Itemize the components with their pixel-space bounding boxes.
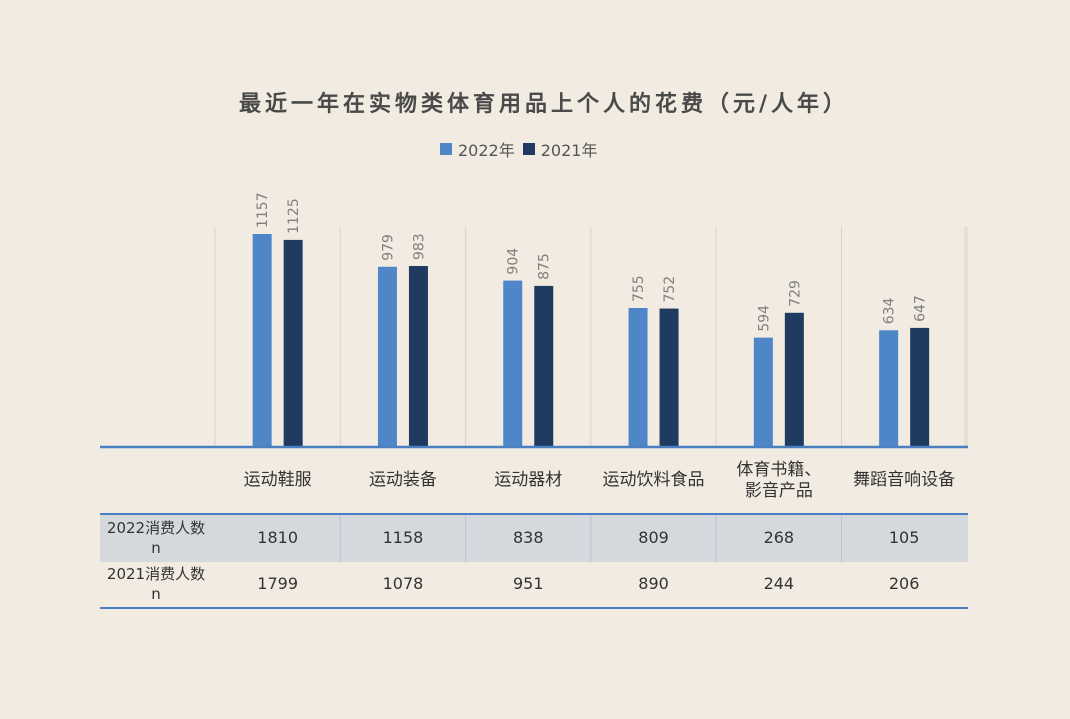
legend-item-2022: 2022年 bbox=[440, 137, 515, 161]
table-cell: 1810 bbox=[257, 528, 298, 547]
bar-2021 bbox=[534, 285, 554, 447]
legend-item-2021: 2021年 bbox=[522, 137, 598, 161]
category-label: 运动饮料食品 bbox=[602, 470, 705, 490]
category-label: 运动鞋服 bbox=[243, 470, 312, 490]
bar-value-label: 755 bbox=[631, 275, 647, 302]
table-cell: 268 bbox=[763, 528, 795, 547]
chart-legend: 2022年 2021年 bbox=[440, 137, 605, 161]
table-cell: 105 bbox=[888, 528, 920, 547]
table-cell: 890 bbox=[638, 574, 669, 593]
bar-value-label: 752 bbox=[662, 276, 678, 303]
category-label: 体育书籍、 影音产品 bbox=[736, 460, 822, 501]
bar-value-label: 647 bbox=[913, 295, 929, 322]
bar-2021 bbox=[910, 327, 930, 447]
bar-value-label: 594 bbox=[756, 305, 772, 332]
bar-value-label: 729 bbox=[787, 280, 803, 307]
legend-swatch-2022 bbox=[440, 143, 452, 155]
bar-2022 bbox=[879, 330, 899, 447]
bar-2021 bbox=[283, 239, 303, 447]
bar-2022 bbox=[252, 234, 272, 447]
table-cell: 838 bbox=[512, 528, 544, 547]
table-row-shade bbox=[100, 515, 968, 562]
chart-title: 最近一年在实物类体育用品上个人的花费（元/人年） bbox=[238, 92, 850, 117]
category-label: 运动器材 bbox=[494, 470, 563, 490]
table-cell: 1078 bbox=[382, 574, 424, 593]
bar-2021 bbox=[659, 308, 679, 447]
bar-value-label: 979 bbox=[380, 234, 396, 261]
table-cell: 206 bbox=[888, 574, 920, 593]
table-cell: 951 bbox=[512, 574, 544, 593]
bar-2021 bbox=[784, 312, 804, 447]
table-row-label: 2021消费人数 n bbox=[106, 565, 206, 603]
category-label: 运动装备 bbox=[368, 470, 437, 490]
bar-value-label: 634 bbox=[882, 297, 898, 324]
bar-2022 bbox=[628, 308, 648, 447]
category-label: 舞蹈音响设备 bbox=[853, 470, 956, 490]
bar-value-label: 983 bbox=[411, 233, 427, 260]
table-cell: 1799 bbox=[257, 574, 298, 593]
bar-value-label: 904 bbox=[506, 248, 522, 275]
bar-value-label: 1125 bbox=[286, 198, 302, 234]
bar-2022 bbox=[503, 280, 523, 447]
bar-value-label: 875 bbox=[537, 253, 553, 280]
legend-label-2022: 2022年 bbox=[458, 141, 515, 160]
table-cell: 1158 bbox=[382, 528, 424, 547]
bar-2022 bbox=[753, 337, 773, 447]
bar-value-label: 1157 bbox=[255, 192, 271, 228]
table-cell: 244 bbox=[763, 574, 795, 593]
legend-swatch-2021 bbox=[522, 143, 535, 155]
table-cell: 809 bbox=[638, 528, 669, 547]
bar-2021 bbox=[408, 266, 428, 447]
table-row-label: 2022消费人数 n bbox=[106, 519, 206, 557]
legend-label-2021: 2021年 bbox=[540, 141, 598, 160]
bar-2022 bbox=[377, 266, 397, 447]
